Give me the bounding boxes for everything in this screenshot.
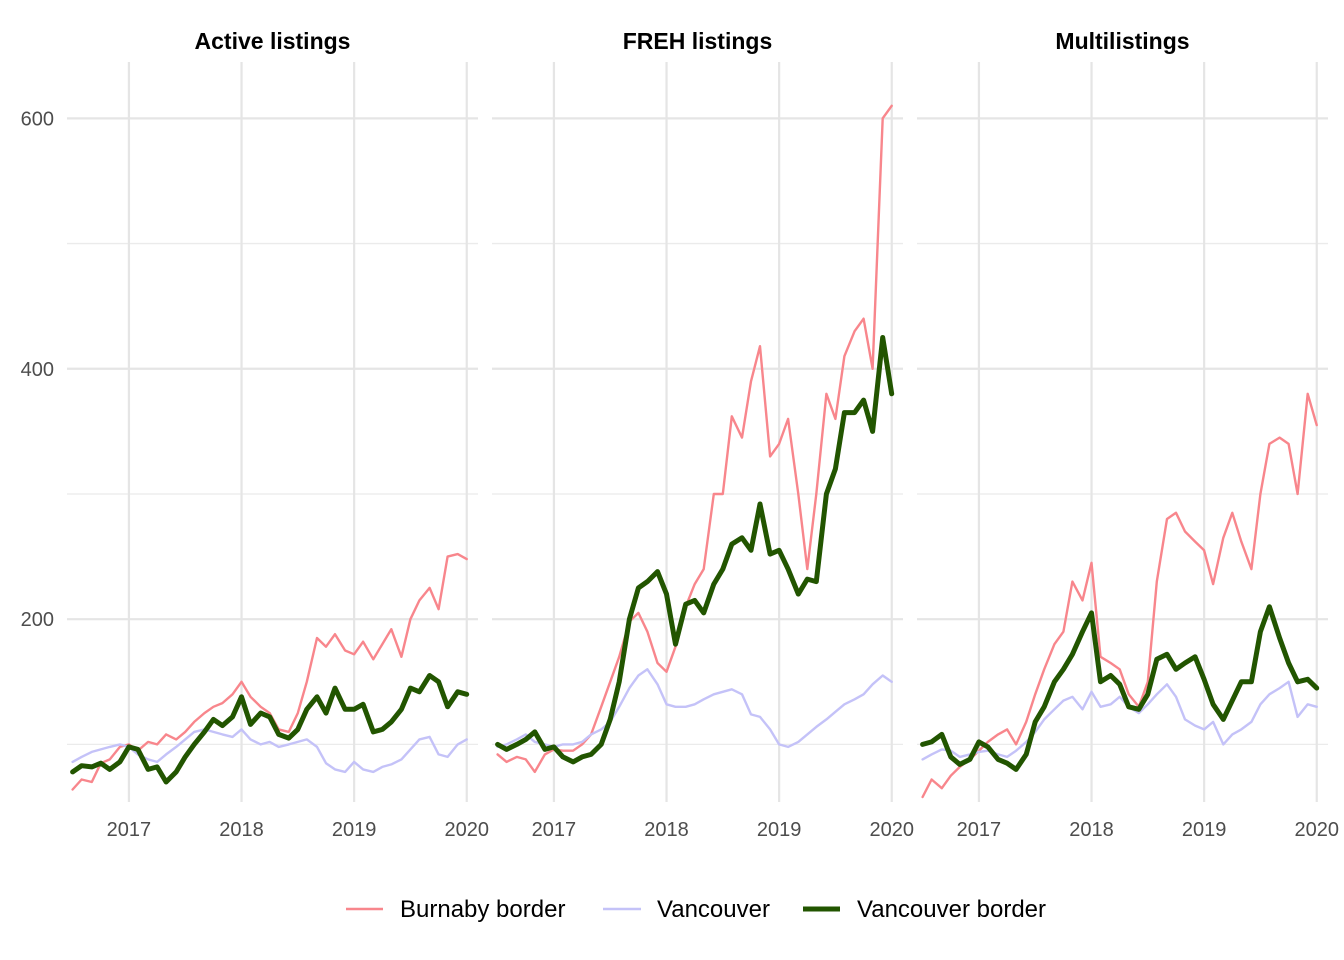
legend-label: Vancouver border — [857, 896, 1046, 923]
x-tick-label: 2018 — [1069, 819, 1114, 841]
legend-label: Burnaby border — [400, 896, 565, 923]
series-line-vancouver-border — [495, 335, 895, 765]
legend: Burnaby border Vancouver Vancouver border — [346, 896, 1046, 923]
series-line-vancouver-border — [920, 604, 1320, 772]
series-line-burnaby-border — [496, 104, 893, 774]
series-line-vancouver-border — [70, 673, 470, 785]
y-tick-label: 600 — [21, 108, 54, 130]
x-tick-label: 2020 — [444, 819, 489, 841]
legend-label: Vancouver — [657, 896, 770, 923]
x-tick-label: 2017 — [107, 819, 152, 841]
x-tick-label: 2019 — [1182, 819, 1227, 841]
x-tick-label: 2018 — [219, 819, 264, 841]
series-line-burnaby-border — [921, 392, 1318, 799]
facet-title: Active listings — [195, 28, 351, 54]
panel-2: FREH listings 2017 2018 2019 2020 — [492, 28, 914, 841]
x-tick-label: 2019 — [332, 819, 377, 841]
y-tick-label: 400 — [21, 359, 54, 381]
panel-3: Multilistings 2017 2018 2019 2020 — [917, 28, 1339, 841]
facet-title: FREH listings — [623, 28, 773, 54]
x-tick-label: 2017 — [957, 819, 1002, 841]
x-tick-label: 2020 — [869, 819, 914, 841]
y-tick-label: 200 — [21, 609, 54, 631]
panel-1: Active listings 2017 2018 2019 2020 — [67, 28, 489, 841]
x-tick-label: 2017 — [532, 819, 577, 841]
x-tick-label: 2018 — [644, 819, 689, 841]
facet-title: Multilistings — [1055, 28, 1189, 54]
series-line-vancouver — [496, 668, 893, 749]
series-line-vancouver — [71, 728, 468, 774]
x-tick-label: 2020 — [1294, 819, 1339, 841]
x-tick-label: 2019 — [757, 819, 802, 841]
